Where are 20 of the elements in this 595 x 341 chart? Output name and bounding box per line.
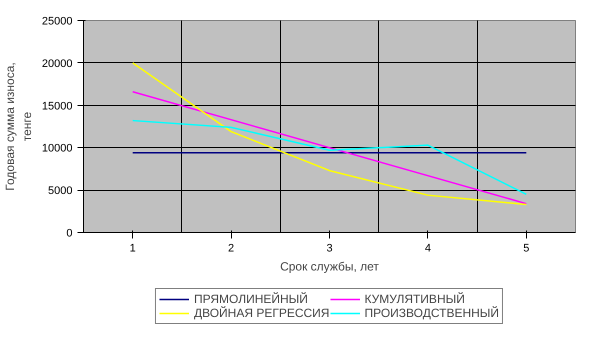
line-series xyxy=(132,90,528,204)
legend-label: ПРЯМОЛИНЕЙНЫЙ xyxy=(194,292,308,306)
x-axis-title: Срок службы, лет xyxy=(280,260,380,274)
x-tick-label: 3 xyxy=(326,242,333,254)
y-tick-label: 0 xyxy=(66,228,73,240)
legend-label: ПРОИЗВОДСТВЕННЫЙ xyxy=(364,306,500,320)
y-tick-label: 15000 xyxy=(42,100,73,112)
x-tick-label: 5 xyxy=(523,242,530,254)
legend-label: КУМУЛЯТИВНЫЙ xyxy=(364,292,465,306)
x-tick-label: 2 xyxy=(228,242,234,254)
line-series xyxy=(132,62,528,206)
x-tick-label: 1 xyxy=(130,242,136,254)
y-axis-title: Годовая сумма износа, тенге xyxy=(3,62,34,191)
legend-label: ДВОЙНАЯ РЕГРЕССИЯ xyxy=(194,306,330,320)
y-tick-label: 5000 xyxy=(48,185,73,198)
y-tick-label: 20000 xyxy=(42,58,73,70)
y-tick-label: 25000 xyxy=(42,16,73,28)
line-series xyxy=(132,120,528,196)
y-tick-label: 10000 xyxy=(42,142,73,155)
x-tick-label: 4 xyxy=(424,242,431,254)
